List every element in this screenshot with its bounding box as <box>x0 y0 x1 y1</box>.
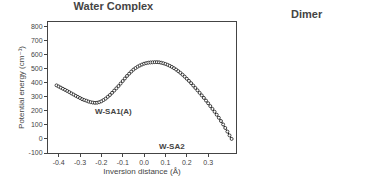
svg-text:0.3: 0.3 <box>203 159 213 166</box>
svg-text:0: 0 <box>39 135 43 142</box>
svg-text:700: 700 <box>31 37 43 44</box>
svg-text:-100: -100 <box>29 149 43 156</box>
svg-text:W-SA2: W-SA2 <box>159 142 185 151</box>
svg-text:Dimer: Dimer <box>291 8 323 20</box>
svg-text:600: 600 <box>31 51 43 58</box>
svg-text:500: 500 <box>31 65 43 72</box>
svg-text:Water Complex: Water Complex <box>74 0 155 12</box>
svg-text:100: 100 <box>31 121 43 128</box>
svg-text:300: 300 <box>31 93 43 100</box>
svg-text:-0.3: -0.3 <box>74 159 86 166</box>
svg-text:0.1: 0.1 <box>161 159 171 166</box>
svg-text:-0.4: -0.4 <box>53 159 65 166</box>
svg-text:400: 400 <box>31 79 43 86</box>
svg-text:200: 200 <box>31 107 43 114</box>
svg-text:Inversion distance (Å): Inversion distance (Å) <box>103 167 181 176</box>
svg-text:W-SA1(A): W-SA1(A) <box>95 107 132 116</box>
svg-text:0.0: 0.0 <box>139 159 149 166</box>
svg-text:-0.1: -0.1 <box>117 159 129 166</box>
svg-text:0.2: 0.2 <box>182 159 192 166</box>
svg-text:-0.2: -0.2 <box>95 159 107 166</box>
svg-text:800: 800 <box>31 23 43 30</box>
svg-text:Potential energy (cm⁻¹): Potential energy (cm⁻¹) <box>17 46 26 129</box>
